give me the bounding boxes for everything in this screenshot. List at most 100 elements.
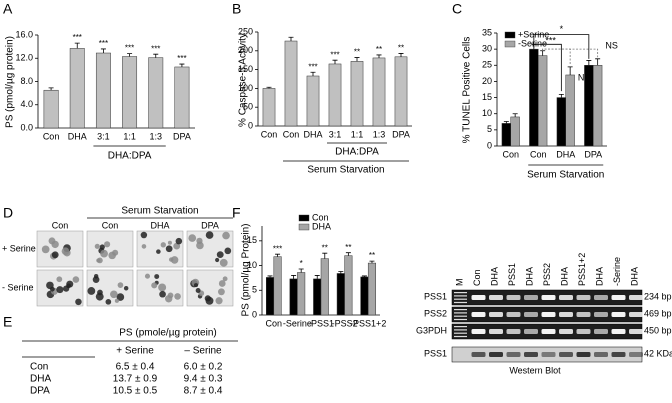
bar: [306, 75, 320, 127]
cell: [154, 274, 160, 280]
ladder-band: [454, 298, 467, 300]
cell: [196, 237, 203, 244]
micrograph: [86, 230, 134, 268]
bar: [510, 116, 520, 147]
bar: [313, 278, 322, 316]
error-bar: [314, 275, 320, 279]
error-bar: [354, 57, 360, 62]
lane-label: Con: [472, 269, 482, 286]
gel-size-label: 469 bp: [644, 308, 672, 318]
gel-band: [629, 312, 643, 317]
gel-band: [471, 352, 486, 357]
cell: [141, 244, 147, 249]
error-bar: [267, 275, 273, 278]
y-axis-label: PS (pmol/µg protein): [5, 36, 16, 128]
lane-label: PSS1+2: [577, 253, 587, 286]
group-label: DHA:DPA: [335, 147, 379, 158]
significance-label: **: [322, 243, 328, 252]
column-label: DHA: [150, 220, 169, 230]
panel-label: A: [3, 1, 13, 17]
gel-band: [489, 329, 503, 334]
cell: [224, 247, 232, 255]
table-header: + Serine: [116, 346, 154, 357]
x-tick-label: Con: [266, 318, 283, 328]
y-tick-label: 25: [482, 60, 492, 70]
gel-size-label: 42 KDa: [644, 348, 672, 358]
error-bar: [322, 252, 328, 259]
legend-label: DHA: [312, 221, 331, 231]
cell: [66, 280, 74, 288]
ladder-band: [454, 329, 467, 331]
y-tick-label: 0: [487, 140, 492, 150]
x-tick-label: 1:3: [149, 131, 162, 141]
ladder-band: [454, 295, 467, 297]
error-bar: [398, 53, 404, 57]
ladder-band: [454, 301, 467, 304]
gel-band: [524, 352, 538, 357]
y-tick-label: 200: [238, 45, 253, 55]
error-bar: [127, 53, 133, 57]
gel-band: [594, 312, 608, 317]
bar: [265, 277, 275, 316]
gel-band: [541, 329, 556, 334]
error-bar: [512, 113, 518, 117]
annotation: NS: [578, 73, 591, 83]
gel-band: [559, 295, 573, 300]
gel-band: [471, 329, 486, 334]
gel-size-label: 234 bp: [644, 291, 672, 301]
table-cell: 13.7 ± 0.9: [113, 374, 158, 385]
gel-band: [611, 329, 626, 334]
lane-label: DHA: [629, 267, 639, 286]
y-tick-label: 20: [482, 76, 492, 86]
group-label: DHA:DPA: [108, 151, 152, 162]
gel-band: [541, 312, 556, 317]
cell: [117, 282, 124, 288]
bar: [262, 88, 276, 127]
y-tick-label: 10: [482, 108, 492, 118]
lane-label: PSS1: [507, 263, 517, 286]
cell: [110, 290, 118, 299]
table-cell: 10.5 ± 0.5: [113, 386, 158, 397]
cell: [51, 240, 59, 249]
x-tick-label: 1:3: [373, 129, 386, 139]
table-cell: 8.7 ± 0.4: [184, 386, 223, 397]
cell: [112, 249, 119, 256]
gel-band: [489, 312, 503, 317]
annotation: NS: [605, 40, 618, 50]
bar: [43, 89, 59, 129]
cell: [156, 249, 161, 254]
bar: [344, 255, 353, 316]
cell: [215, 297, 223, 305]
error-bar: [179, 63, 185, 67]
cell: [158, 283, 167, 292]
cell: [218, 280, 226, 287]
error-bar: [332, 59, 338, 64]
cell: [49, 286, 55, 292]
column-label: Con: [102, 220, 119, 230]
y-tick-label: 8.0: [20, 76, 33, 86]
gel-band: [471, 312, 486, 317]
row-label: - Serine: [2, 282, 34, 292]
x-tick-label: -Serine: [283, 318, 312, 328]
table-cell: 6.0 ± 0.2: [184, 362, 223, 373]
y-axis-label: % TUNEL Positive Cells: [462, 37, 473, 144]
panel-label: B: [232, 1, 241, 17]
error-bar: [369, 260, 375, 264]
y-tick-label: 100: [238, 83, 253, 93]
bar: [360, 276, 369, 316]
condition-label: Serum Starvation: [307, 165, 384, 176]
gel-band: [576, 312, 591, 317]
error-bar: [48, 87, 54, 91]
gel-caption: Western Blot: [509, 365, 561, 375]
panel-label: F: [232, 205, 241, 221]
bar: [174, 66, 190, 129]
gel-band: [506, 352, 521, 357]
x-tick-label: -PSS1: [308, 318, 334, 328]
cell: [160, 242, 166, 248]
significance-label: **: [369, 251, 375, 260]
x-tick-label: Con: [43, 131, 60, 141]
cell: [165, 295, 173, 303]
bracket: [542, 48, 599, 58]
significance-label: ***: [177, 54, 186, 63]
